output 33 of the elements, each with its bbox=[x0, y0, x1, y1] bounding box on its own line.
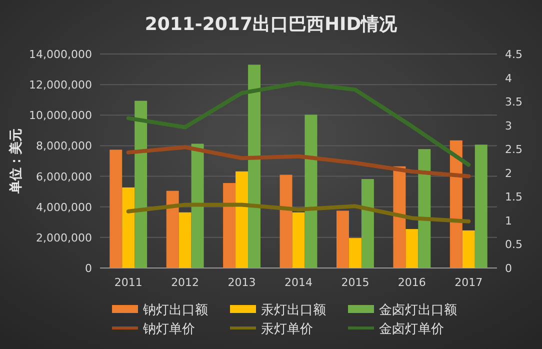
legend-label: 金卤灯单价 bbox=[379, 322, 444, 337]
y-tick-label: 2,000,000 bbox=[36, 231, 92, 244]
y2-tick-label: 3.5 bbox=[505, 96, 522, 109]
legend-label: 金卤灯出口额 bbox=[379, 303, 457, 318]
x-tick-label: 2014 bbox=[284, 276, 312, 289]
y2-tick-label: 1.5 bbox=[505, 190, 522, 204]
y-tick-label: 4,000,000 bbox=[36, 200, 92, 214]
x-tick-label: 2015 bbox=[341, 276, 370, 289]
x-tick-label: 2017 bbox=[454, 276, 483, 289]
x-tick-label: 2012 bbox=[171, 276, 200, 289]
y-tick-label: 6,000,000 bbox=[36, 170, 92, 184]
y2-tick-label: 2.5 bbox=[505, 143, 522, 156]
y-tick-label: 8,000,000 bbox=[36, 140, 92, 153]
y2-tick-label: 4 bbox=[505, 72, 512, 85]
legend-label: 汞灯单价 bbox=[261, 322, 313, 337]
y-tick-label: 12,000,000 bbox=[29, 78, 92, 92]
x-tick-label: 2013 bbox=[228, 276, 256, 289]
y-tick-label: 14,000,000 bbox=[29, 48, 92, 61]
chart-title: 2011-2017出口巴西HID情况 bbox=[144, 14, 398, 35]
legend-label: 钠灯单价 bbox=[142, 322, 195, 337]
y2-tick-label: 2 bbox=[505, 166, 512, 180]
y2-tick-label: 0 bbox=[505, 262, 512, 275]
y-tick-label: 0 bbox=[85, 262, 92, 275]
y2-tick-label: 0.5 bbox=[505, 238, 522, 252]
y-tick-label: 10,000,000 bbox=[29, 109, 92, 122]
x-tick-label: 2016 bbox=[398, 276, 426, 289]
x-tick-label: 2011 bbox=[114, 276, 142, 289]
legend-label: 钠灯出口额 bbox=[142, 303, 208, 318]
y-axis-title: 单位：美元 bbox=[8, 128, 24, 194]
y2-tick-label: 4.5 bbox=[505, 48, 522, 61]
legend-label: 汞灯出口额 bbox=[261, 303, 326, 318]
y2-tick-label: 1 bbox=[505, 214, 512, 228]
y2-tick-label: 3 bbox=[505, 119, 512, 132]
